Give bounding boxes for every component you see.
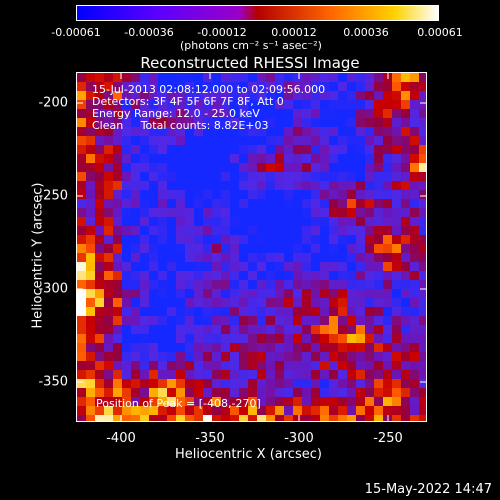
y-tick-label: -200 xyxy=(38,95,68,111)
annotation-detectors: Detectors: 3F 4F 5F 6F 7F 8F, Att 0 xyxy=(92,95,284,108)
colorbar-tick-label: -0.00036 xyxy=(124,26,174,39)
x-tick-label: -250 xyxy=(373,431,403,446)
plot-date: 15-May-2022 14:47 xyxy=(364,482,492,497)
colorbar-tick-label: -0.00012 xyxy=(197,26,247,39)
x-axis-label: Heliocentric X (arcsec) xyxy=(175,447,322,462)
x-tick-label: -300 xyxy=(284,431,314,446)
y-tick-label: -350 xyxy=(38,374,68,390)
plot-title: Reconstructed RHESSI Image xyxy=(140,54,360,72)
x-tick-label: -350 xyxy=(195,431,225,446)
colorbar-tick-label: 0.00061 xyxy=(417,26,463,39)
annotation-clean-counts: Clean Total counts: 8.82E+03 xyxy=(92,119,269,132)
heatmap xyxy=(77,73,426,421)
x-tick-label: -400 xyxy=(106,431,136,446)
colorbar-tick-label: -0.00061 xyxy=(51,26,101,39)
annotation-peak-position: Position of Peak = [-408,-270] xyxy=(96,397,261,410)
annotation-time-range: 15-Jul-2013 02:08:12.000 to 02:09:56.000 xyxy=(92,83,326,96)
colorbar xyxy=(76,5,439,21)
rhessi-image xyxy=(76,72,427,422)
colorbar-units: (photons cm⁻² s⁻¹ asec⁻²) xyxy=(180,39,322,52)
y-tick-label: -300 xyxy=(38,281,68,297)
colorbar-gradient xyxy=(77,6,438,20)
y-tick-label: -250 xyxy=(38,188,68,204)
colorbar-tick-label: 0.00012 xyxy=(271,26,317,39)
y-axis-label: Heliocentric Y (arcsec) xyxy=(30,182,46,329)
colorbar-tick-label: 0.00036 xyxy=(343,26,389,39)
annotation-energy-range: Energy Range: 12.0 - 25.0 keV xyxy=(92,107,260,120)
